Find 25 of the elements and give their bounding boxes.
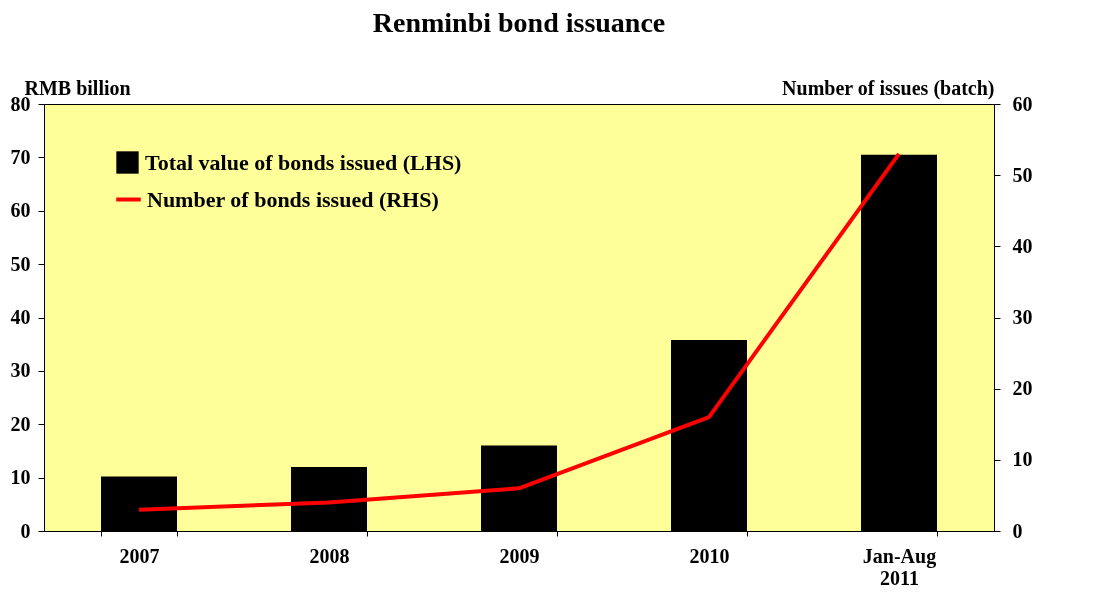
legend-label: Total value of bonds issued (LHS) [145,149,462,175]
y-tick-label: 70 [10,145,31,168]
y2-axis-title: Number of issues (batch) [782,76,995,100]
y2-tick-label: 60 [1012,92,1033,115]
y-tick-label: 10 [10,466,31,489]
y2-tick-label: 30 [1012,306,1033,328]
y-tick-label: 60 [10,199,31,222]
y-tick-label: 30 [10,359,31,382]
x-tick-label: 2009 [499,544,540,567]
y2-tick-label: 40 [1012,234,1033,257]
line-series [137,151,901,512]
x-tick-label: 2008 [309,544,350,567]
y-tick-label: 0 [20,519,31,542]
y2-tick-label: 50 [1012,163,1033,186]
legend-label: Number of bonds issued (RHS) [147,186,439,212]
y-tick-label: 40 [10,306,31,328]
x-tick-label: Jan-Aug 2011 [862,544,937,589]
y-tick-label: 20 [10,412,31,435]
chart-title: Renminbi bond issuance [372,7,666,38]
x-tick-label: 2007 [119,544,160,567]
y-tick-label: 50 [10,252,31,275]
y2-tick-label: 10 [1012,448,1033,471]
y2-tick-label: 20 [1012,377,1033,400]
x-tick-label: 2010 [689,544,730,567]
y2-tick-label: 0 [1012,519,1023,542]
